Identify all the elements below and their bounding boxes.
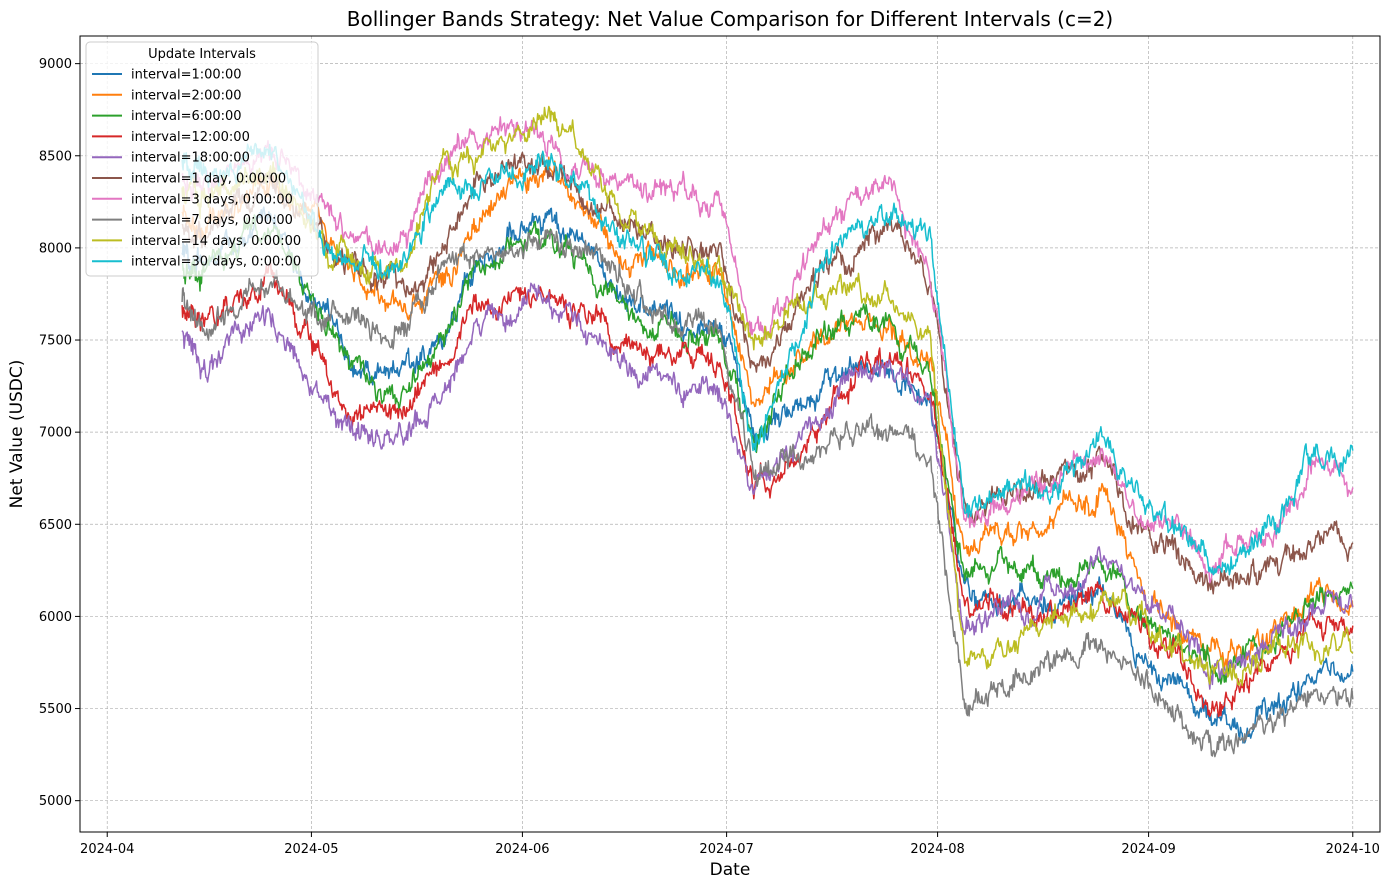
y-tick-label: 8500 bbox=[39, 149, 72, 164]
legend-items: interval=1:00:00 interval=2:00:00 interval… bbox=[92, 68, 301, 270]
series-line bbox=[181, 262, 1354, 718]
legend-box bbox=[85, 41, 319, 277]
legend-label: interval=18:00:00 bbox=[131, 151, 250, 166]
y-axis-label: Net Value (USDC) bbox=[7, 360, 27, 509]
y-tick-label: 5500 bbox=[39, 702, 72, 717]
x-tick-label: 2024-07 bbox=[699, 842, 753, 857]
series-line bbox=[181, 214, 1354, 685]
legend-title: Update Intervals bbox=[148, 47, 256, 62]
y-tick-label: 7000 bbox=[39, 426, 72, 441]
series-line bbox=[181, 206, 1354, 744]
series-line bbox=[181, 142, 1354, 576]
axis-ticks: 5000 5500 6000 6500 7000 7500 8000 8500 9000 2024… bbox=[39, 57, 1380, 857]
x-axis-label: Date bbox=[710, 860, 751, 880]
series-line bbox=[181, 156, 1354, 671]
y-tick-label: 6000 bbox=[39, 610, 72, 625]
y-tick-label: 5000 bbox=[39, 794, 72, 809]
series-lines bbox=[181, 105, 1354, 758]
x-tick-label: 2024-05 bbox=[284, 842, 338, 857]
x-tick-label: 2024-04 bbox=[80, 842, 134, 857]
legend-label: interval=1:00:00 bbox=[131, 68, 242, 83]
chart-title: Bollinger Bands Strategy: Net Value Comp… bbox=[347, 7, 1114, 31]
legend-label: interval=30 days, 0:00:00 bbox=[131, 255, 301, 270]
legend-label: interval=7 days, 0:00:00 bbox=[131, 213, 293, 228]
legend-label: interval=12:00:00 bbox=[131, 130, 250, 145]
legend-label: interval=3 days, 0:00:00 bbox=[131, 192, 293, 207]
x-tick-label: 2024-09 bbox=[1121, 842, 1175, 857]
legend-label: interval=2:00:00 bbox=[131, 88, 242, 103]
legend-label: interval=14 days, 0:00:00 bbox=[131, 234, 301, 249]
x-tick-label: 2024-06 bbox=[495, 842, 549, 857]
series-line bbox=[181, 105, 1354, 687]
legend: Update Intervals interval=1:00:00interva… bbox=[85, 41, 319, 277]
x-tick-label: 2024-08 bbox=[910, 842, 964, 857]
x-tick-label: 2024-10 bbox=[1326, 842, 1380, 857]
y-tick-label: 7500 bbox=[39, 334, 72, 349]
y-tick-label: 9000 bbox=[39, 57, 72, 72]
series-line bbox=[181, 282, 1354, 690]
plot-frame bbox=[79, 35, 1381, 833]
legend-label: interval=1 day, 0:00:00 bbox=[131, 172, 286, 187]
series-line bbox=[181, 116, 1354, 584]
y-tick-label: 8000 bbox=[39, 241, 72, 256]
y-tick-label: 6500 bbox=[39, 518, 72, 533]
legend-label: interval=6:00:00 bbox=[131, 109, 242, 124]
series-line bbox=[181, 228, 1354, 758]
